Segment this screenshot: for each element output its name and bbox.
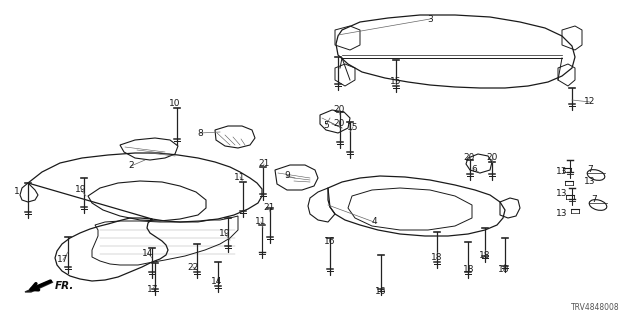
Text: 22: 22: [188, 262, 198, 271]
Text: FR.: FR.: [55, 281, 74, 291]
Text: 13: 13: [584, 178, 596, 187]
Text: 17: 17: [57, 255, 68, 265]
Text: 7: 7: [587, 164, 593, 173]
Text: 20: 20: [486, 153, 498, 162]
Text: 5: 5: [323, 121, 329, 130]
Text: 6: 6: [471, 164, 477, 173]
Text: 17: 17: [147, 284, 159, 293]
Text: 18: 18: [479, 251, 491, 260]
Text: 14: 14: [142, 249, 154, 258]
Text: 13: 13: [556, 209, 568, 218]
Text: 7: 7: [591, 195, 597, 204]
Text: 20: 20: [463, 153, 475, 162]
Text: 15: 15: [390, 77, 402, 86]
Text: 13: 13: [556, 167, 568, 177]
Text: 11: 11: [234, 172, 246, 181]
Text: 20: 20: [333, 118, 345, 127]
Text: 12: 12: [584, 98, 596, 107]
Text: 11: 11: [255, 218, 267, 227]
Text: 21: 21: [263, 203, 275, 212]
Text: 14: 14: [211, 277, 223, 286]
Text: 4: 4: [371, 218, 377, 227]
Text: 13: 13: [556, 189, 568, 198]
Text: 16: 16: [375, 287, 387, 297]
Text: 9: 9: [284, 172, 290, 180]
Text: 19: 19: [220, 229, 231, 238]
Text: 18: 18: [499, 265, 509, 274]
Text: 8: 8: [197, 129, 203, 138]
Text: 10: 10: [169, 100, 180, 108]
Text: TRV4848008: TRV4848008: [572, 303, 620, 312]
Text: 2: 2: [128, 162, 134, 171]
Text: 16: 16: [324, 237, 336, 246]
Text: 1: 1: [14, 187, 20, 196]
Text: 19: 19: [76, 186, 87, 195]
Text: 21: 21: [259, 159, 269, 169]
Text: 18: 18: [463, 266, 475, 275]
Polygon shape: [25, 282, 53, 292]
Text: 18: 18: [431, 253, 443, 262]
Text: 20: 20: [333, 106, 345, 115]
Text: 15: 15: [348, 123, 359, 132]
Text: 3: 3: [427, 14, 433, 23]
